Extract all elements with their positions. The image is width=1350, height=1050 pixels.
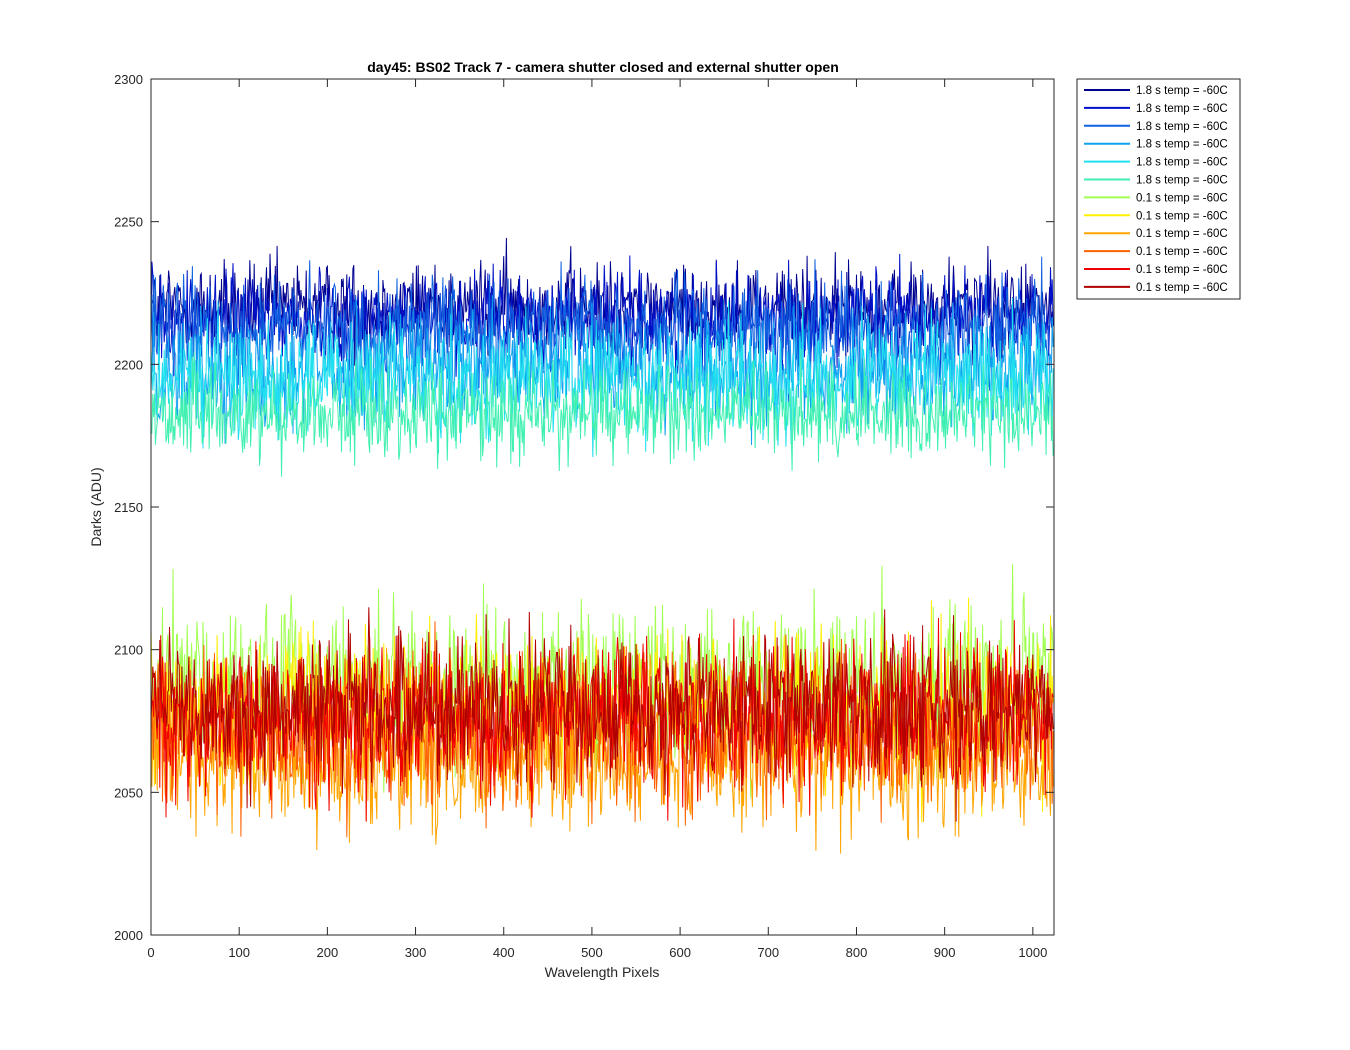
series-line-1 — [150, 237, 1054, 367]
legend-label-2: 1.8 s temp = -60C — [1136, 103, 1228, 115]
legend: 1.8 s temp = -60C 1.8 s temp = -60C 1.8 s … — [1076, 78, 1241, 300]
y-tick-label: 2200 — [114, 357, 143, 372]
legend-label-4: 1.8 s temp = -60C — [1136, 139, 1228, 151]
series-line-5 — [150, 297, 1054, 458]
y-tick-label: 2000 — [114, 928, 143, 943]
series-line-12 — [150, 607, 1054, 822]
x-tick-label: 1000 — [1018, 945, 1047, 960]
y-tick-label: 2050 — [114, 785, 143, 800]
legend-label-8: 0.1 s temp = -60C — [1136, 210, 1228, 222]
series-line-11 — [150, 617, 1054, 822]
x-axis-title: Wavelength Pixels — [545, 964, 660, 980]
x-tick-label: 300 — [405, 945, 427, 960]
legend-label-6: 1.8 s temp = -60C — [1136, 175, 1228, 187]
y-tick-label: 2300 — [114, 72, 143, 87]
legend-label-7: 0.1 s temp = -60C — [1136, 192, 1228, 204]
legend-label-1: 1.8 s temp = -60C — [1136, 85, 1228, 97]
series-line-6 — [150, 349, 1054, 477]
y-tick-label: 2250 — [114, 215, 143, 230]
legend-label-3: 1.8 s temp = -60C — [1136, 121, 1228, 133]
x-tick-label: 800 — [846, 945, 868, 960]
legend-label-9: 0.1 s temp = -60C — [1136, 228, 1228, 240]
y-tick-label: 2150 — [114, 500, 143, 515]
series-line-9 — [150, 647, 1054, 854]
x-tick-label: 200 — [317, 945, 339, 960]
y-axis-title: Darks (ADU) — [88, 467, 104, 546]
y-tick-label: 2100 — [114, 643, 143, 658]
x-tick-label: 0 — [147, 945, 154, 960]
series-layer — [150, 237, 1054, 854]
legend-label-12: 0.1 s temp = -60C — [1136, 282, 1228, 294]
x-tick-label: 900 — [934, 945, 956, 960]
x-tick-label: 500 — [581, 945, 603, 960]
legend-label-10: 0.1 s temp = -60C — [1136, 246, 1228, 258]
ticks-layer: 0 100 200 300 400 500 600 700 800 900 1000 2000 2050… — [114, 72, 1054, 960]
legend-label-11: 0.1 s temp = -60C — [1136, 264, 1228, 276]
legend-box — [1076, 78, 1241, 300]
x-tick-label: 700 — [757, 945, 779, 960]
x-tick-label: 100 — [228, 945, 250, 960]
x-tick-label: 400 — [493, 945, 515, 960]
x-tick-label: 600 — [669, 945, 691, 960]
legend-label-5: 1.8 s temp = -60C — [1136, 157, 1228, 169]
chart-title: day45: BS02 Track 7 - camera shutter clo… — [367, 59, 839, 75]
